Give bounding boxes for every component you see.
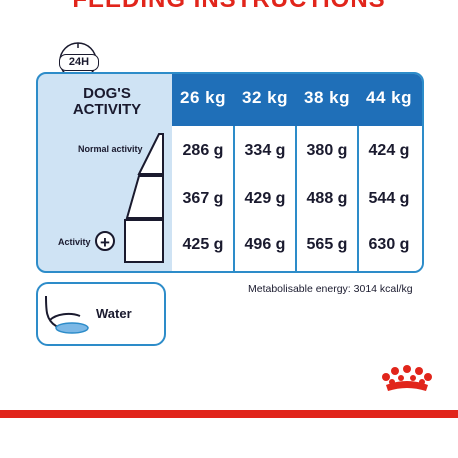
column-divider [295,126,297,271]
column-header: 44 kg [366,88,412,107]
column-divider [357,126,359,271]
column-header: 38 kg [304,88,350,107]
table-cell: 429 g [244,190,286,207]
table-header [172,74,422,126]
table-cell: 630 g [368,236,410,253]
column-header: 26 kg [180,88,226,107]
table-cell: 488 g [306,190,348,207]
table-cell: 496 g [244,236,286,253]
crown-logo-icon [382,365,432,391]
feeding-table: DOG'S ACTIVITY 26 kg 32 kg 38 kg 44 kg 2… [36,72,424,273]
table-cell: 565 g [306,236,348,253]
water-bowl-icon [45,295,89,334]
column-divider [233,126,235,271]
table-cell: 367 g [182,190,224,207]
plus-icon: + [95,231,115,252]
table-body [172,126,422,271]
row-label: Normal activity [78,144,143,154]
table-cell: 380 g [306,142,348,159]
table-cell: 544 g [368,190,410,207]
energy-note: Metabolisable energy: 3014 kcal/kg [248,283,413,295]
stairs-icon [124,133,164,263]
water-box: Water [36,282,166,346]
table-cell: 425 g [182,236,224,253]
activity-title-line1: DOG'S [83,85,131,102]
water-label: Water [96,306,132,321]
clock-label: 24H [59,54,99,71]
table-cell: 334 g [244,142,286,159]
red-band [0,410,458,418]
table-cell: 286 g [182,142,224,159]
page-title: FEEDING INSTRUCTIONS [0,0,458,14]
table-cell: 424 g [368,142,410,159]
column-header: 32 kg [242,88,288,107]
row-label: Activity [58,237,91,247]
activity-title-line2: ACTIVITY [72,101,142,118]
activity-title: DOG'S ACTIVITY [44,86,170,118]
